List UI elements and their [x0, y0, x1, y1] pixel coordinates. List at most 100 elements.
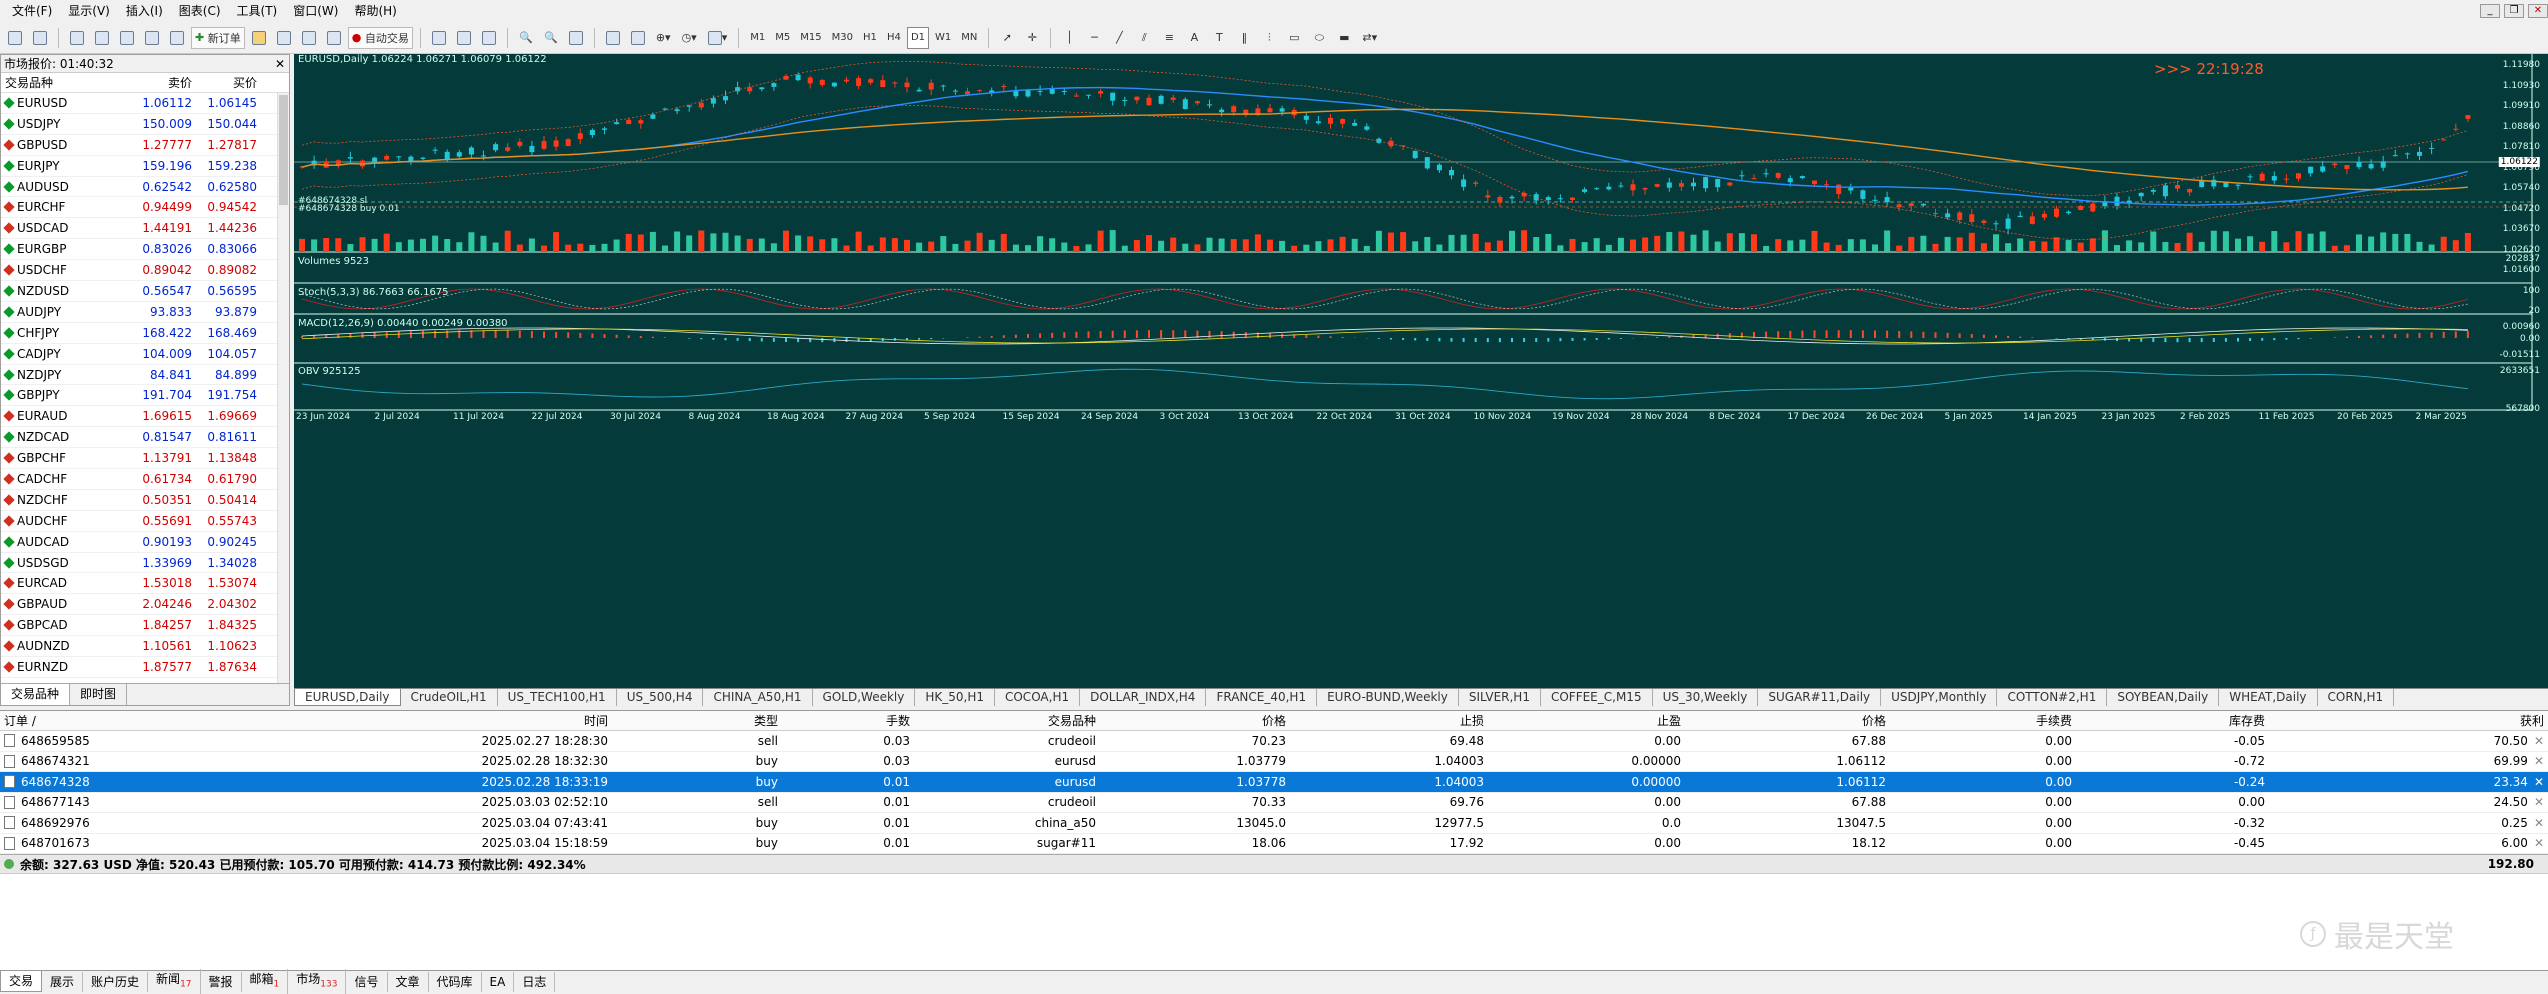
menu-item[interactable]: 文件(F) — [12, 4, 53, 18]
chart-tab[interactable]: CHINA_A50,H1 — [703, 689, 813, 706]
market-watch-row[interactable]: CADJPY 104.009 104.057 — [1, 344, 289, 365]
editor-icon[interactable] — [248, 27, 270, 49]
arrows-icon[interactable]: ⇄▾ — [1362, 31, 1378, 44]
market-watch-row[interactable]: EURCHF 0.94499 0.94542 — [1, 197, 289, 219]
market-watch-row[interactable]: EURCAD 1.53018 1.53074 — [1, 573, 289, 595]
chart-tab[interactable]: COCOA,H1 — [995, 689, 1081, 706]
rectangle-icon[interactable]: ▭ — [1289, 31, 1300, 44]
col-profit[interactable]: 获利 — [2269, 712, 2548, 729]
close-order-icon[interactable]: ✕ — [2533, 774, 2544, 789]
col-price[interactable]: 价格 — [1261, 714, 1286, 728]
header-symbol[interactable]: 交易品种 — [5, 76, 54, 90]
timeframe-h1-button[interactable]: H1 — [863, 32, 877, 43]
scrollbar-thumb[interactable] — [279, 95, 288, 205]
terminal-tab[interactable]: 日志 — [514, 971, 556, 992]
chart-shift-icon[interactable] — [602, 27, 624, 49]
menu-item[interactable]: 工具(T) — [236, 4, 278, 18]
trendline-icon[interactable]: ╱ — [1116, 31, 1123, 44]
tab-symbols[interactable]: 交易品种 — [1, 684, 71, 705]
timeframe-w1-button[interactable]: W1 — [935, 32, 952, 43]
order-row[interactable]: 648659585 2025.02.27 18:28:30 sell 0.03 crud… — [0, 731, 2548, 752]
col-time[interactable]: 时间 — [583, 714, 608, 728]
market-watch-row[interactable]: EURAUD 1.69615 1.69669 — [1, 406, 289, 428]
col-order[interactable]: 订单 / — [4, 714, 36, 728]
market-icon[interactable] — [298, 27, 320, 49]
order-row[interactable]: 648677143 2025.03.03 02:52:10 sell 0.01 crud… — [0, 793, 2548, 813]
chart-tab[interactable]: WHEAT,Daily — [2219, 689, 2318, 706]
col-lots[interactable]: 手数 — [885, 714, 910, 728]
col-commission[interactable]: 手续费 — [2035, 714, 2072, 728]
periods-icon[interactable]: ◷▾ — [681, 31, 697, 44]
tester-icon[interactable] — [166, 27, 188, 49]
bar-chart-icon[interactable] — [428, 27, 450, 49]
chart-tab[interactable]: USDJPY,Monthly — [1881, 689, 1998, 706]
menu-item[interactable]: 图表(C) — [178, 4, 221, 18]
terminal-tab[interactable]: 市场133 — [288, 968, 347, 994]
tab-tick-chart[interactable]: 即时图 — [70, 684, 128, 705]
pitchfork-icon[interactable]: ⫶ — [1268, 30, 1271, 44]
profiles-icon[interactable] — [29, 27, 51, 49]
signals-icon[interactable] — [273, 27, 295, 49]
chart-tab[interactable]: EURO-BUND,Weekly — [1317, 689, 1459, 706]
order-row[interactable]: 648674328 2025.02.28 18:33:19 buy 0.01 eurus… — [0, 772, 2548, 793]
candle-chart-icon[interactable] — [453, 27, 475, 49]
market-watch-row[interactable]: GBPAUD 2.04246 2.04302 — [1, 594, 289, 616]
fibonacci-icon[interactable]: ≡ — [1164, 31, 1174, 44]
auto-trade-button[interactable]: ● 自动交易 — [347, 26, 413, 49]
vps-icon[interactable] — [323, 27, 345, 49]
market-watch-row[interactable]: NZDUSD 0.56547 0.56595 — [1, 281, 289, 302]
chart-canvas[interactable] — [294, 54, 2548, 688]
chart-tab[interactable]: SUGAR#11,Daily — [1758, 689, 1882, 706]
chart-tab[interactable]: COTTON#2,H1 — [1997, 689, 2108, 706]
timeframe-m5-button[interactable]: M5 — [775, 32, 791, 43]
header-bid[interactable]: 卖价 — [167, 76, 192, 90]
indicators-icon[interactable]: ⊕▾ — [655, 31, 671, 44]
close-order-icon[interactable]: ✕ — [2533, 815, 2544, 830]
timeframe-h4-button[interactable]: H4 — [887, 32, 901, 43]
close-order-icon[interactable]: ✕ — [2533, 733, 2544, 748]
horizontal-line-icon[interactable]: ─ — [1091, 31, 1098, 44]
market-watch-row[interactable]: EURUSD 1.06112 1.06145 — [1, 93, 289, 114]
market-watch-row[interactable]: GBPCHF 1.13791 1.13848 — [1, 448, 289, 470]
col-symbol[interactable]: 交易品种 — [1047, 714, 1096, 728]
market-watch-row[interactable]: AUDCHF 0.55691 0.55743 — [1, 511, 289, 532]
market-watch-scrollbar[interactable] — [277, 93, 289, 683]
line-chart-icon[interactable] — [478, 27, 500, 49]
order-row[interactable]: 648692976 2025.03.04 07:43:41 buy 0.01 china… — [0, 813, 2548, 834]
chart-tab[interactable]: COFFEE_C,M15 — [1541, 689, 1653, 706]
market-watch-row[interactable]: AUDUSD 0.62542 0.62580 — [1, 177, 289, 198]
market-watch-row[interactable]: USDCAD 1.44191 1.44236 — [1, 218, 289, 240]
label-icon[interactable]: T — [1216, 31, 1223, 44]
chart-tab[interactable]: SILVER,H1 — [1459, 689, 1541, 706]
chart-tab[interactable]: FRANCE_40,H1 — [1206, 689, 1318, 706]
chart-tab[interactable]: US_30,Weekly — [1653, 689, 1759, 706]
templates-icon[interactable]: ▾ — [704, 27, 732, 49]
chart-tab[interactable]: GOLD,Weekly — [813, 689, 916, 706]
market-watch-row[interactable]: EURGBP 0.83026 0.83066 — [1, 239, 289, 261]
col-type[interactable]: 类型 — [753, 714, 778, 728]
col-swap[interactable]: 库存费 — [2228, 714, 2265, 728]
terminal-icon[interactable] — [141, 27, 163, 49]
timeframe-m1-button[interactable]: M1 — [750, 32, 766, 43]
chart-tab[interactable]: DOLLAR_INDX,H4 — [1080, 689, 1207, 706]
chart-tab[interactable]: US_500,H4 — [617, 689, 704, 706]
order-row[interactable]: 648674321 2025.02.28 18:32:30 buy 0.03 eurus… — [0, 752, 2548, 772]
market-watch-row[interactable]: GBPJPY 191.704 191.754 — [1, 385, 289, 407]
new-order-button[interactable]: ✚ 新订单 — [191, 26, 245, 49]
data-window-icon[interactable] — [91, 27, 113, 49]
terminal-tab[interactable]: 交易 — [0, 971, 43, 992]
market-watch-row[interactable]: EURJPY 159.196 159.238 — [1, 156, 289, 177]
chart-tab[interactable]: HK_50,H1 — [915, 689, 995, 706]
crosshair-icon[interactable]: ✛ — [1027, 31, 1037, 44]
close-order-icon[interactable]: ✕ — [2533, 795, 2544, 810]
channel-icon[interactable]: ⫽ — [1141, 30, 1147, 44]
zoom-in-icon[interactable]: 🔍 — [518, 31, 533, 44]
minimize-button[interactable]: _ — [2480, 4, 2500, 18]
close-order-icon[interactable]: ✕ — [2533, 836, 2544, 851]
market-watch-row[interactable]: AUDCAD 0.90193 0.90245 — [1, 532, 289, 553]
restore-button[interactable]: ❐ — [2504, 4, 2524, 18]
timeframe-m30-button[interactable]: M30 — [831, 32, 853, 43]
terminal-tab[interactable]: 邮箱1 — [242, 968, 289, 994]
terminal-tab[interactable]: 文章 — [388, 971, 429, 992]
col-sl[interactable]: 止损 — [1459, 714, 1484, 728]
